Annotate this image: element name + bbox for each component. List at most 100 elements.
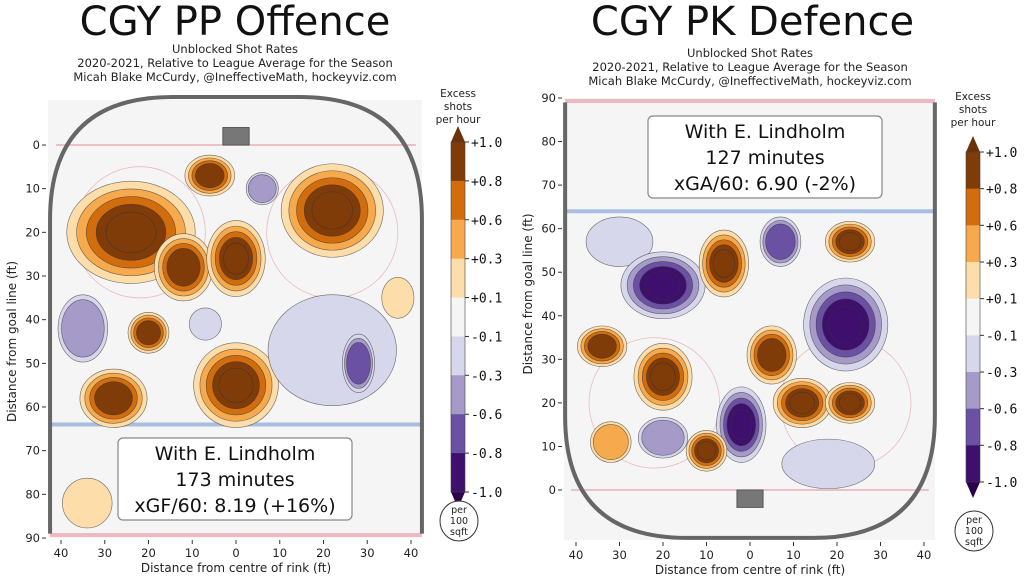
contour-band [267,294,397,407]
contour-band [650,362,676,392]
contour-band [592,424,629,461]
right-subtitle-1: Unblocked Shot Rates [687,46,813,60]
colorbar-title: shots [444,101,472,113]
contour-band [381,277,415,319]
colorbar-tick-label: -0.1 [471,330,502,345]
y-tick-label: 0 [549,483,556,497]
colorbar-under-arrow [966,482,980,498]
y-tick-label: 10 [541,439,556,453]
x-tick-label: 40 [54,546,69,560]
contour-band [645,271,681,300]
contour-band [247,174,277,203]
goal-net [736,489,764,508]
x-tick-label: 30 [873,548,888,562]
annotation-box [647,115,883,199]
contour-band [828,305,864,344]
contour-band [223,242,249,275]
y-tick-label: 40 [25,313,40,327]
contour-band [585,216,654,267]
colorbar-title: Excess [955,91,991,103]
right-subtitle-3: Micah Blake McCurdy, @IneffectiveMath, h… [588,74,912,88]
x-tick-label: 0 [746,548,753,562]
x-tick-label: 30 [612,548,627,562]
colorbar-segment [966,408,980,446]
unit-badge [954,510,994,552]
colorbar-tick-label: -1.0 [986,476,1017,491]
x-tick-label: 10 [786,548,801,562]
colorbar-segment [966,445,980,483]
contour-band [62,477,113,529]
colorbar-tick-label: -0.6 [471,408,502,423]
annotation-line: With E. Lindholm [685,121,846,143]
contour-band [641,419,685,456]
y-tick-label: 30 [541,352,556,366]
unit-badge-text: per [451,505,467,516]
x-tick-label: 20 [316,546,331,560]
contour-band [311,191,353,230]
unit-badge-text: sqft [965,537,983,548]
y-tick-label: 50 [25,356,40,370]
colorbar-tick-label: +0.6 [986,219,1017,234]
y-tick-label: 60 [541,222,556,236]
annotation-line: xGA/60: 6.90 (-2%) [674,173,856,195]
unit-badge [439,500,479,542]
left-subtitle-3: Micah Blake McCurdy, @IneffectiveMath, h… [73,70,397,84]
y-tick-label: 80 [541,135,556,149]
colorbar-segment [966,372,980,410]
contour-band [195,163,225,188]
colorbar-tick-label: +0.8 [986,183,1017,198]
colorbar-tick-label: +0.1 [986,293,1017,308]
contour-band [105,211,157,253]
y-tick-label: 50 [541,265,556,279]
contour-band [838,232,862,252]
colorbar-tick-label: -0.3 [471,369,502,384]
x-tick-label: 40 [917,548,932,562]
colorbar-tick-label: -0.8 [986,439,1017,454]
y-tick-label: 70 [541,178,556,192]
colorbar-tick-label: +0.3 [471,253,502,268]
contour-band [789,391,815,415]
right-chart-title: CGY PK Defence [590,0,915,45]
x-axis-label: Distance from centre of rink (ft) [655,563,845,576]
colorbar-segment [966,298,980,336]
colorbar-over-arrow [451,126,465,142]
contour-band [730,408,753,441]
x-tick-label: 30 [360,546,375,560]
colorbar-over-arrow [966,136,980,152]
y-axis-label: Distance from goal line (ft) [521,213,535,374]
colorbar-segment [451,258,465,299]
annotation-line: With E. Lindholm [155,443,316,465]
colorbar-frame [450,141,466,493]
contour-band [838,393,862,413]
y-tick-label: 0 [33,138,40,152]
colorbar-title: per hour [951,117,997,129]
annotation-line: 173 minutes [175,469,294,491]
contour-band [696,441,717,461]
y-tick-label: 30 [25,269,40,283]
colorbar-tick-label: -0.3 [986,366,1017,381]
unit-badge-text: sqft [450,527,468,538]
y-tick-label: 80 [25,487,40,501]
colorbar-segment [451,142,465,182]
colorbar-tick-label: +0.1 [471,292,502,307]
x-tick-label: 0 [232,546,239,560]
annotation-line: 127 minutes [705,147,824,169]
colorbar-segment [966,188,980,226]
x-axis-label: Distance from centre of rink (ft) [141,561,331,575]
contour-band [188,307,222,341]
x-tick-label: 20 [141,546,156,560]
contour-band [587,333,617,359]
x-tick-label: 10 [185,546,200,560]
colorbar-tick-label: -0.1 [986,329,1017,344]
y-tick-label: 70 [25,444,40,458]
contour-band [166,248,201,287]
y-tick-label: 20 [25,225,40,239]
colorbar-segment [451,375,465,415]
contour-band [346,342,371,385]
left-chart-title: CGY PP Offence [79,0,391,45]
